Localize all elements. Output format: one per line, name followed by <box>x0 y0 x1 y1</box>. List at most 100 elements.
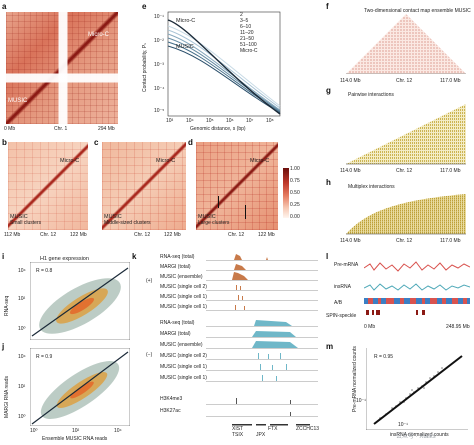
track-label: RNA-seq (total) <box>160 320 195 326</box>
spin-speckle-track <box>366 310 425 315</box>
panel-b-sub-label: Small clusters <box>10 220 42 226</box>
track-label: MUSIC (ensemble) <box>160 342 203 348</box>
colorbar-tick: 1.00 <box>290 166 300 172</box>
panel-l-tracks <box>364 261 470 315</box>
panel-e-letter: e <box>142 2 147 11</box>
panel-c-axis-mid: Chr. 12 <box>134 232 151 238</box>
panel-c-music-label: MUSIC <box>104 214 122 220</box>
panel-e-ylabel: Contact probability, Pₛ <box>142 42 148 92</box>
panel-m-xlabel: insRNA normalized counts <box>390 432 449 438</box>
curve-microc <box>167 19 281 115</box>
track-label: MARGI (total) <box>160 264 191 270</box>
panel-j-ylabel: MARGI RNA reads <box>4 376 10 418</box>
colorbar-tick: 0.75 <box>290 178 300 184</box>
panel-e-xtick: 10⁶ <box>226 118 234 124</box>
watermark: 公众号 · Xtalks <box>396 434 436 440</box>
legend-item: 11–20 <box>240 30 254 36</box>
panel-b-letter: b <box>2 138 7 147</box>
panel-k-strand-minus: (−) <box>146 352 153 358</box>
panel-m-ytick: 10⁻¹ <box>356 398 366 404</box>
panel-h-letter: h <box>326 178 331 187</box>
panel-e-xtick: 10⁷ <box>246 118 254 124</box>
panel-l-row-label: Pre-mRNA <box>334 262 359 268</box>
panel-d-axis-mid: Chr. 12 <box>228 232 245 238</box>
panel-j-xtick: 10² <box>72 428 80 434</box>
arrow-icon <box>245 205 246 219</box>
panel-i-ytick: 10⁴ <box>18 268 26 274</box>
panel-k-letter: k <box>132 252 137 261</box>
panel-b-music-label: MUSIC <box>10 214 28 220</box>
panel-a-letter: a <box>2 2 7 11</box>
panel-l-axis-right: 248.95 Mb <box>446 324 470 330</box>
panel-g-plot <box>346 104 466 165</box>
panel-g-title: Pairwise interactions <box>348 92 394 98</box>
panel-g-axis-right: 117.0 Mb <box>440 168 461 174</box>
track-label: MUSIC (single cell 1) <box>160 294 207 300</box>
panel-e-curves <box>167 19 281 115</box>
track-label: RNA-seq (total) <box>160 254 195 260</box>
curve-11-20 <box>167 37 281 112</box>
legend-item: 2 <box>240 12 243 18</box>
colorbar-tick: 0.50 <box>290 190 300 196</box>
panel-k-tsix: TSIX <box>232 432 244 438</box>
panel-k-strand-plus: (+) <box>146 278 153 284</box>
colorbar-tick: 0.00 <box>290 214 300 220</box>
panel-j-xlabel: Ensemble MUSIC RNA reads <box>42 436 108 442</box>
legend-item: 3–5 <box>240 18 249 24</box>
legend-item: 21–50 <box>240 36 254 42</box>
legend-item: Micro-C <box>240 48 258 54</box>
panel-d-music-label: MUSIC <box>198 214 216 220</box>
panel-b-axis-right: 122 Mb <box>70 232 87 238</box>
panel-j-stat: R = 0.9 <box>36 354 53 360</box>
panel-m-letter: m <box>326 342 334 351</box>
panel-e-xlabel: Genomic distance, s (bp) <box>190 126 246 132</box>
panel-h-plot <box>346 194 466 235</box>
panel-c-microc-label: Micro-C <box>156 158 176 164</box>
panel-f-triangle <box>346 14 466 74</box>
panel-a-microc-label: Micro-C <box>88 32 109 38</box>
panel-h-axis-right: 117.0 Mb <box>440 238 461 244</box>
panel-f-axis-mid: Chr. 12 <box>396 78 413 84</box>
panel-e-xtick: 10³ <box>166 118 174 124</box>
panel-e-xtick: 10⁸ <box>266 118 274 124</box>
panel-d-heatmap <box>196 142 278 230</box>
panel-j-ytick: 10² <box>18 384 26 390</box>
panel-k-gene: FTX <box>268 426 278 432</box>
panel-k-minus-labels: RNA-seq (total) MARGI (total) MUSIC (ens… <box>160 320 207 386</box>
panel-g-axis-left: 114.0 Mb <box>340 168 361 174</box>
panel-m-scatter <box>366 348 468 430</box>
gene-track <box>232 424 310 426</box>
colorbar-tick: 0.25 <box>290 202 300 208</box>
panel-i-scatter <box>30 262 130 340</box>
panel-l-row-label: A/B <box>334 300 343 306</box>
panel-e-ytick: 10⁻³ <box>154 62 164 68</box>
insrna-line <box>364 283 470 291</box>
panel-a-music-label: MUSIC <box>8 98 28 104</box>
panel-h-axis-mid: Chr. 12 <box>396 238 413 244</box>
panel-m-xtick: 10⁻¹ <box>398 422 408 428</box>
track-label: MUSIC (single cell 1) <box>160 364 207 370</box>
panel-g-axis-mid: Chr. 12 <box>396 168 413 174</box>
ab-track <box>364 298 470 304</box>
panel-j-xtick: 10⁴ <box>114 428 122 434</box>
panel-e-microc-label: Micro-C <box>176 18 196 24</box>
plus-tracks <box>206 254 318 311</box>
panel-h-title: Multiplex interactions <box>348 184 395 190</box>
curve-2 <box>167 25 281 107</box>
panel-d-sub-label: Large clusters <box>198 220 230 226</box>
panel-d-microc-label: Micro-C <box>250 158 270 164</box>
panel-e-plot <box>167 11 281 117</box>
panel-b-heatmap <box>8 142 88 230</box>
panel-k-bottom-labels: H3K4me3 H3K27ac <box>160 396 204 420</box>
panel-a-heatmap <box>6 12 118 124</box>
track-label: H3K27ac <box>160 408 181 414</box>
panel-d-letter: d <box>188 138 193 147</box>
track-label: MUSIC (single cell 1) <box>160 375 207 381</box>
legend-item: 6–10 <box>240 24 252 30</box>
panel-c-sub-label: Middle-sized clusters <box>104 220 151 226</box>
track-label: MUSIC (ensemble) <box>160 274 203 280</box>
track-label: H3K4me3 <box>160 396 183 402</box>
panel-k-plus-labels: RNA-seq (total) MARGI (total) MUSIC (ens… <box>160 254 207 314</box>
panel-e-xtick: 10⁵ <box>206 118 214 124</box>
panel-j-letter: j <box>2 342 5 351</box>
